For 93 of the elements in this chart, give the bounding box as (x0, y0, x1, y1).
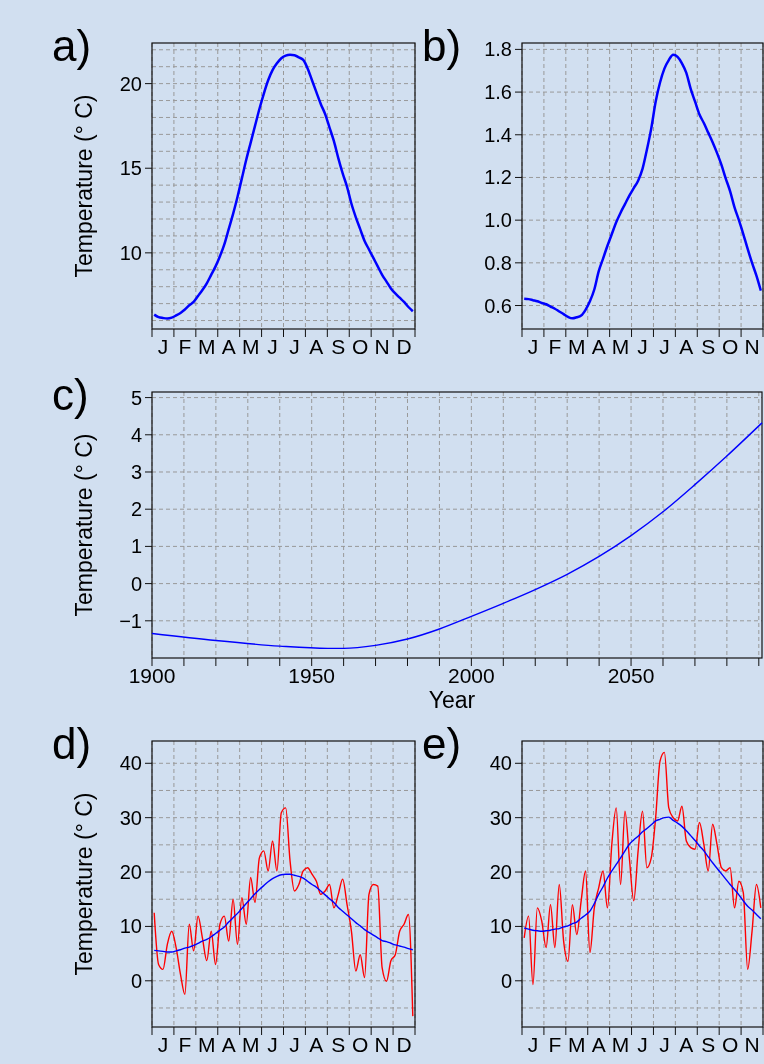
x-tick-label: D (396, 335, 412, 358)
x-tick-label: F (178, 335, 192, 358)
y-tick-label: 5 (130, 386, 142, 409)
y-tick-label: 15 (119, 157, 142, 180)
y-axis-title: Temperature (° C) (71, 792, 97, 976)
chart-title: c) (52, 370, 89, 419)
x-tick-label: N (374, 335, 390, 358)
line-series (153, 807, 414, 1017)
chart-title: a) (52, 21, 92, 70)
y-axis-title: Temperature (° C) (71, 94, 97, 278)
x-tick-label: A (221, 1033, 236, 1056)
x-tick-label: O (721, 335, 739, 358)
x-tick-label: O (352, 1033, 369, 1056)
x-tick-label: J (289, 1033, 300, 1056)
y-tick-label: 1.0 (484, 209, 512, 232)
x-tick-label: F (548, 1033, 562, 1056)
x-tick-label: J (267, 335, 278, 358)
x-tick-label: A (679, 335, 694, 358)
x-tick-label: J (637, 1033, 648, 1056)
y-tick-label: 0 (130, 572, 142, 595)
x-tick-label: M (241, 335, 260, 358)
y-tick-label: 30 (489, 806, 512, 829)
x-tick-label: M (568, 1033, 586, 1056)
y-tick-label: −1 (119, 609, 142, 632)
x-tick-label: A (309, 335, 324, 358)
x-tick-label: F (178, 1033, 192, 1056)
x-tick-label: A (591, 1033, 606, 1056)
x-tick-label: 1900 (128, 664, 176, 687)
x-tick-label: A (591, 335, 606, 358)
line-series (152, 53, 415, 320)
x-tick-label: J (157, 1033, 169, 1056)
x-tick-label: 1950 (288, 664, 336, 687)
x-tick-label: N (374, 1033, 390, 1056)
y-tick-label: 1 (130, 535, 142, 558)
x-tick-label: J (659, 335, 670, 358)
x-tick-label: M (611, 1033, 630, 1056)
x-tick-label: S (701, 1033, 716, 1056)
x-tick-label: M (198, 1033, 216, 1056)
y-tick-label: 20 (119, 861, 142, 884)
x-tick-label: D (396, 1033, 412, 1056)
x-tick-label: N (744, 1033, 760, 1056)
y-tick-label: 30 (119, 806, 142, 829)
x-tick-label: O (721, 1033, 739, 1056)
x-tick-label: J (637, 335, 648, 358)
y-tick-label: 2 (130, 498, 142, 521)
x-tick-label: M (241, 1033, 260, 1056)
x-tick-label: M (611, 335, 630, 358)
x-tick-label: J (659, 1033, 670, 1056)
y-tick-label: 0.6 (484, 294, 512, 317)
y-tick-label: 0 (500, 969, 512, 992)
y-tick-label: 4 (130, 423, 142, 446)
x-tick-label: 2050 (607, 664, 655, 687)
y-tick-label: 40 (489, 752, 512, 775)
y-tick-label: 1.2 (484, 166, 512, 189)
line-series (523, 816, 762, 932)
line-series (522, 53, 763, 320)
x-tick-label: M (568, 335, 586, 358)
x-tick-label: J (157, 335, 169, 358)
y-tick-label: 0.8 (484, 251, 512, 274)
line-series (153, 873, 414, 953)
y-tick-label: 40 (119, 752, 142, 775)
x-tick-label: J (289, 335, 300, 358)
x-tick-label: N (744, 335, 760, 358)
y-tick-label: 1.4 (484, 123, 512, 146)
y-tick-label: 10 (119, 915, 142, 938)
x-tick-label: A (309, 1033, 324, 1056)
y-tick-label: 1.8 (484, 38, 512, 61)
x-tick-label: J (527, 1033, 539, 1056)
y-tick-label: 0 (130, 969, 142, 992)
y-tick-label: 10 (119, 241, 142, 264)
y-tick-label: 20 (489, 861, 512, 884)
chart-title: d) (52, 719, 92, 768)
y-tick-label: 10 (489, 915, 512, 938)
y-axis-title: Temperature (° C) (71, 433, 97, 617)
y-tick-label: 1.6 (484, 81, 512, 104)
x-tick-label: M (198, 335, 216, 358)
chart-title: b) (422, 21, 462, 70)
x-tick-label: J (267, 1033, 278, 1056)
x-tick-label: S (701, 335, 716, 358)
x-tick-label: 2000 (448, 664, 495, 687)
x-tick-label: A (679, 1033, 694, 1056)
line-series (151, 422, 763, 650)
x-tick-label: S (331, 1033, 346, 1056)
x-axis-title: Year (428, 687, 476, 713)
y-tick-label: 20 (119, 72, 142, 95)
y-tick-label: 3 (130, 460, 142, 483)
x-tick-label: S (331, 335, 346, 358)
x-tick-label: J (527, 335, 539, 358)
chart-title: e) (422, 719, 462, 768)
x-tick-label: A (221, 335, 236, 358)
x-tick-label: F (548, 335, 562, 358)
line-series (523, 751, 762, 986)
x-tick-label: O (352, 335, 369, 358)
